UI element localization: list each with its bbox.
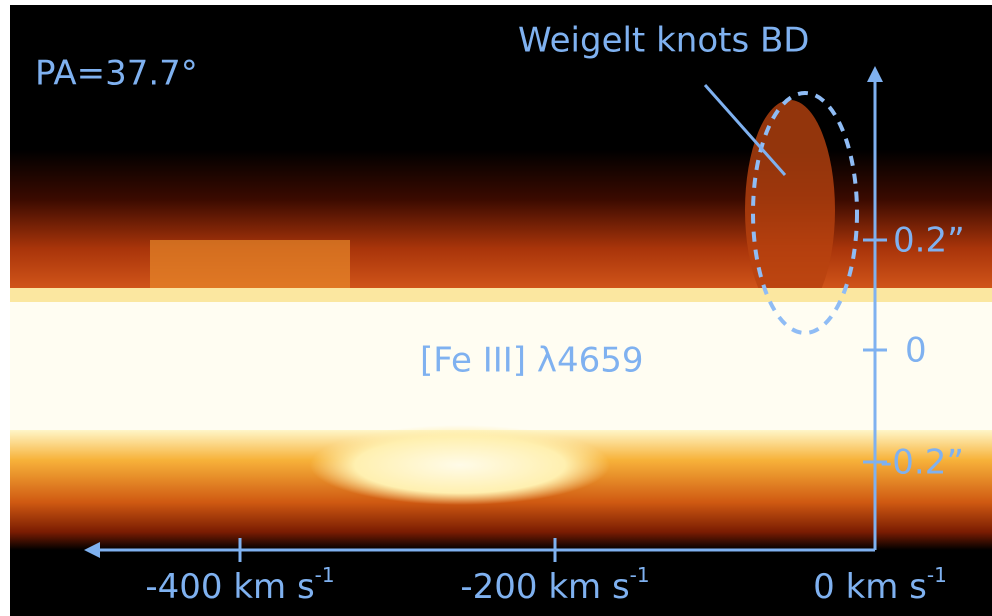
- x-tick-exponent: -1: [630, 563, 650, 587]
- x-tick-text: -400 km s: [145, 567, 314, 607]
- continuum-edge: [10, 288, 992, 302]
- knot-emission: [745, 100, 835, 320]
- x-tick-label: -400 km s-1: [145, 563, 334, 607]
- x-tick-exponent: -1: [315, 563, 335, 587]
- x-tick-text: -200 km s: [460, 567, 629, 607]
- knot-outline: [751, 91, 859, 335]
- x-tick-label: 0 km s-1: [813, 563, 947, 607]
- position-angle: PA=37.7°: [35, 54, 198, 94]
- line-label: [Fe III] λ4659: [420, 341, 644, 381]
- x-tick-exponent: -1: [927, 563, 947, 587]
- bright-patch: [150, 240, 350, 290]
- y-tick-label: -0.2”: [880, 443, 964, 483]
- pointer-line: [703, 84, 787, 176]
- feature-label: Weigelt knots BD: [518, 21, 809, 61]
- x-arrow: [84, 542, 100, 558]
- continuum-band: [10, 290, 992, 430]
- y-tick-label: 0.2”: [893, 221, 965, 261]
- x-tick-label: -200 km s-1: [460, 563, 649, 607]
- y-arrow: [867, 66, 883, 82]
- y-tick-label: 0: [905, 331, 927, 371]
- hot-spot: [310, 425, 610, 505]
- x-tick-text: 0 km s: [813, 567, 927, 607]
